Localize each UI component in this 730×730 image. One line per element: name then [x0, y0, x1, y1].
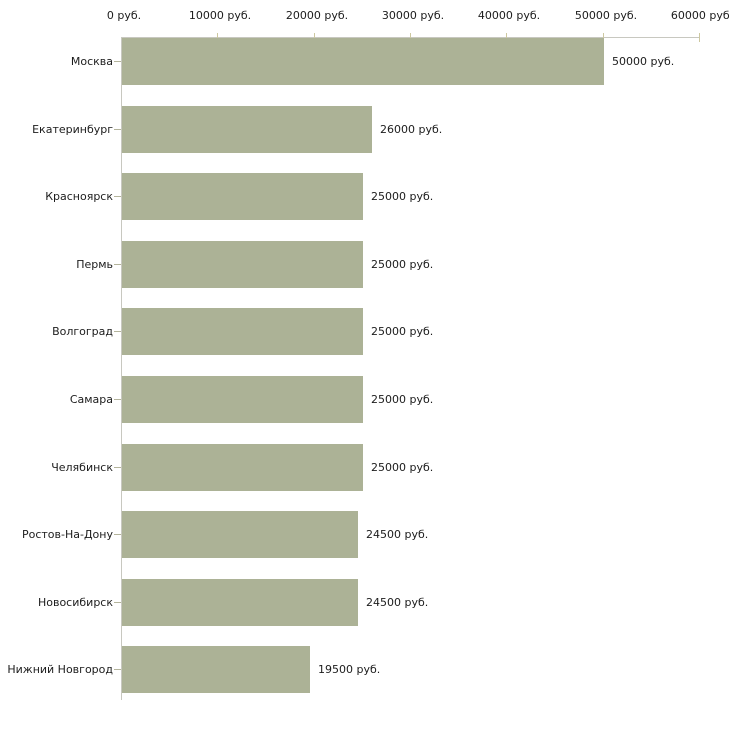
y-axis-tick: [114, 196, 121, 197]
x-axis-tick-label: 40000 руб.: [477, 9, 541, 22]
bar-2: [122, 106, 372, 153]
value-label: 25000 руб.: [371, 393, 434, 406]
category-label: Нижний Новгород: [7, 663, 113, 676]
category-label: Самара: [69, 393, 113, 406]
y-axis-tick: [114, 264, 121, 265]
x-axis-tick: [699, 33, 700, 42]
bar-row: Пермь 25000 руб.: [0, 241, 730, 288]
category-label: Ростов-На-Дону: [21, 528, 113, 541]
category-label: Москва: [70, 55, 113, 68]
value-label: 25000 руб.: [371, 461, 434, 474]
bar-1: [122, 38, 604, 85]
x-axis-tick: [506, 33, 507, 42]
y-axis-tick: [114, 399, 121, 400]
y-axis-tick: [114, 602, 121, 603]
bar-row: Москва 50000 руб.: [0, 38, 730, 85]
x-axis-tick: [603, 33, 604, 42]
x-axis-tick: [410, 33, 411, 42]
category-label: Новосибирск: [37, 596, 113, 609]
bar-row: Новосибирск 24500 руб.: [0, 579, 730, 626]
bar-row: Екатеринбург 26000 руб.: [0, 106, 730, 153]
bar-row: Красноярск 25000 руб.: [0, 173, 730, 220]
x-axis-tick: [314, 33, 315, 42]
y-axis-tick: [114, 467, 121, 468]
y-axis-line: [121, 37, 122, 700]
y-axis-tick: [114, 331, 121, 332]
value-label: 25000 руб.: [371, 258, 434, 271]
x-axis-tick: [217, 33, 218, 42]
x-axis-tick-label: 30000 руб.: [381, 9, 445, 22]
y-axis-tick: [114, 129, 121, 130]
bar-row: Ростов-На-Дону 24500 руб.: [0, 511, 730, 558]
value-label: 25000 руб.: [371, 325, 434, 338]
x-axis-tick-label: 50000 руб.: [574, 9, 638, 22]
x-axis-tick-label: 0 руб.: [106, 9, 142, 22]
x-axis-tick-label: 60000 руб.: [670, 9, 730, 22]
value-label: 26000 руб.: [380, 123, 443, 136]
bar-3: [122, 173, 363, 220]
category-label: Челябинск: [51, 461, 113, 474]
bar-4: [122, 241, 363, 288]
bar-row: Волгоград 25000 руб.: [0, 308, 730, 355]
bar-7: [122, 444, 363, 491]
bar-10: [122, 646, 310, 693]
y-axis-tick: [114, 534, 121, 535]
category-label: Красноярск: [45, 190, 113, 203]
bar-5: [122, 308, 363, 355]
x-axis-tick-label: 10000 руб.: [188, 9, 252, 22]
y-axis-tick: [114, 61, 121, 62]
bar-row: Самара 25000 руб.: [0, 376, 730, 423]
bar-row: Нижний Новгород 19500 руб.: [0, 646, 730, 693]
category-label: Екатеринбург: [32, 123, 113, 136]
value-label: 24500 руб.: [366, 528, 429, 541]
value-label: 19500 руб.: [318, 663, 381, 676]
value-label: 24500 руб.: [366, 596, 429, 609]
category-label: Пермь: [76, 258, 113, 271]
value-label: 25000 руб.: [371, 190, 434, 203]
bar-row: Челябинск 25000 руб.: [0, 444, 730, 491]
value-label: 50000 руб.: [612, 55, 675, 68]
y-axis-tick: [114, 669, 121, 670]
bar-6: [122, 376, 363, 423]
bar-8: [122, 511, 358, 558]
bar-9: [122, 579, 358, 626]
category-label: Волгоград: [52, 325, 113, 338]
x-axis-tick-label: 20000 руб.: [285, 9, 349, 22]
